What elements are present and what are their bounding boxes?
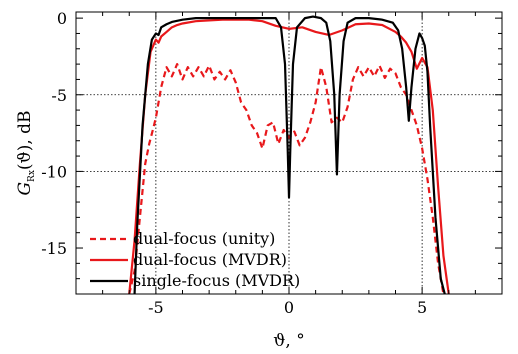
y-tick-label: -10 [41, 162, 67, 181]
x-axis-label: ϑ, ° [273, 331, 304, 351]
y-axis-label-main: G [15, 182, 35, 196]
y-tick-label: -15 [41, 239, 67, 258]
legend: dual-focus (unity) dual-focus (MVDR) singl… [90, 229, 300, 290]
y-tick-label: 0 [57, 9, 67, 28]
y-axis-label-sub: Rx [27, 170, 37, 182]
series-layer [128, 15, 450, 294]
y-axis-label: GRx(ϑ), dB [15, 110, 37, 195]
x-tick-label: -5 [148, 298, 164, 317]
legend-label-3: single-focus (MVDR) [133, 271, 300, 290]
tick-labels: -5 0 5 0 -5 -10 -15 [41, 9, 427, 317]
series-line-1 [128, 63, 445, 294]
x-tick-label: 0 [284, 298, 294, 317]
axis-ticks [75, 12, 503, 295]
y-tick-label: -5 [51, 86, 67, 105]
y-axis-label-rest: (ϑ), dB [15, 110, 35, 170]
legend-label-2: dual-focus (MVDR) [133, 250, 287, 269]
legend-label-1: dual-focus (unity) [133, 229, 275, 248]
x-tick-label: 5 [417, 298, 427, 317]
series-line-2 [128, 18, 450, 294]
series-line-3 [133, 15, 446, 294]
